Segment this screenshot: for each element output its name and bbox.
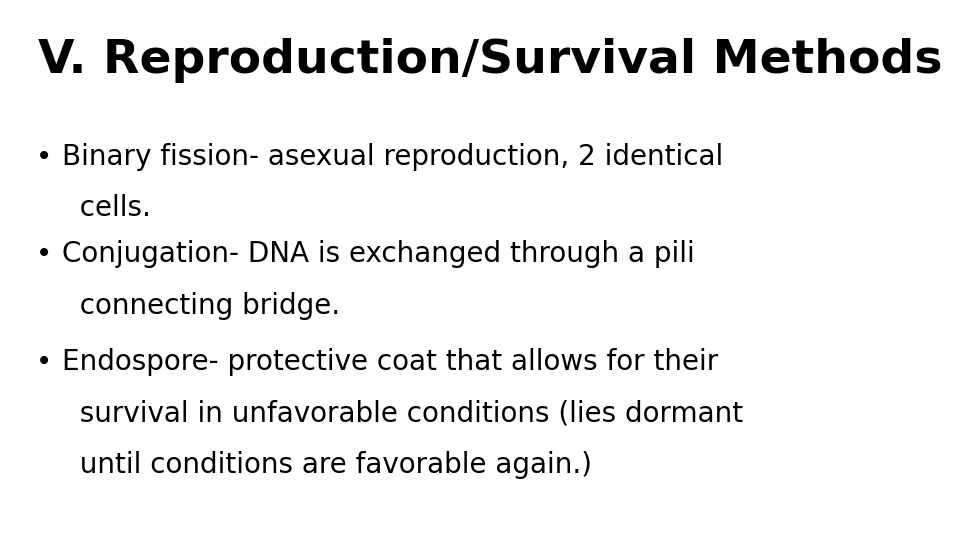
- Text: •: •: [36, 240, 52, 268]
- Text: connecting bridge.: connecting bridge.: [62, 292, 341, 320]
- Text: Conjugation- DNA is exchanged through a pili: Conjugation- DNA is exchanged through a …: [62, 240, 695, 268]
- Text: •: •: [36, 143, 52, 171]
- Text: until conditions are favorable again.): until conditions are favorable again.): [62, 451, 592, 479]
- Text: Binary fission- asexual reproduction, 2 identical: Binary fission- asexual reproduction, 2 …: [62, 143, 724, 171]
- Text: survival in unfavorable conditions (lies dormant: survival in unfavorable conditions (lies…: [62, 400, 744, 428]
- Text: Endospore- protective coat that allows for their: Endospore- protective coat that allows f…: [62, 348, 719, 376]
- Text: cells.: cells.: [62, 194, 152, 222]
- Text: V. Reproduction/Survival Methods: V. Reproduction/Survival Methods: [38, 38, 943, 83]
- Text: •: •: [36, 348, 52, 376]
